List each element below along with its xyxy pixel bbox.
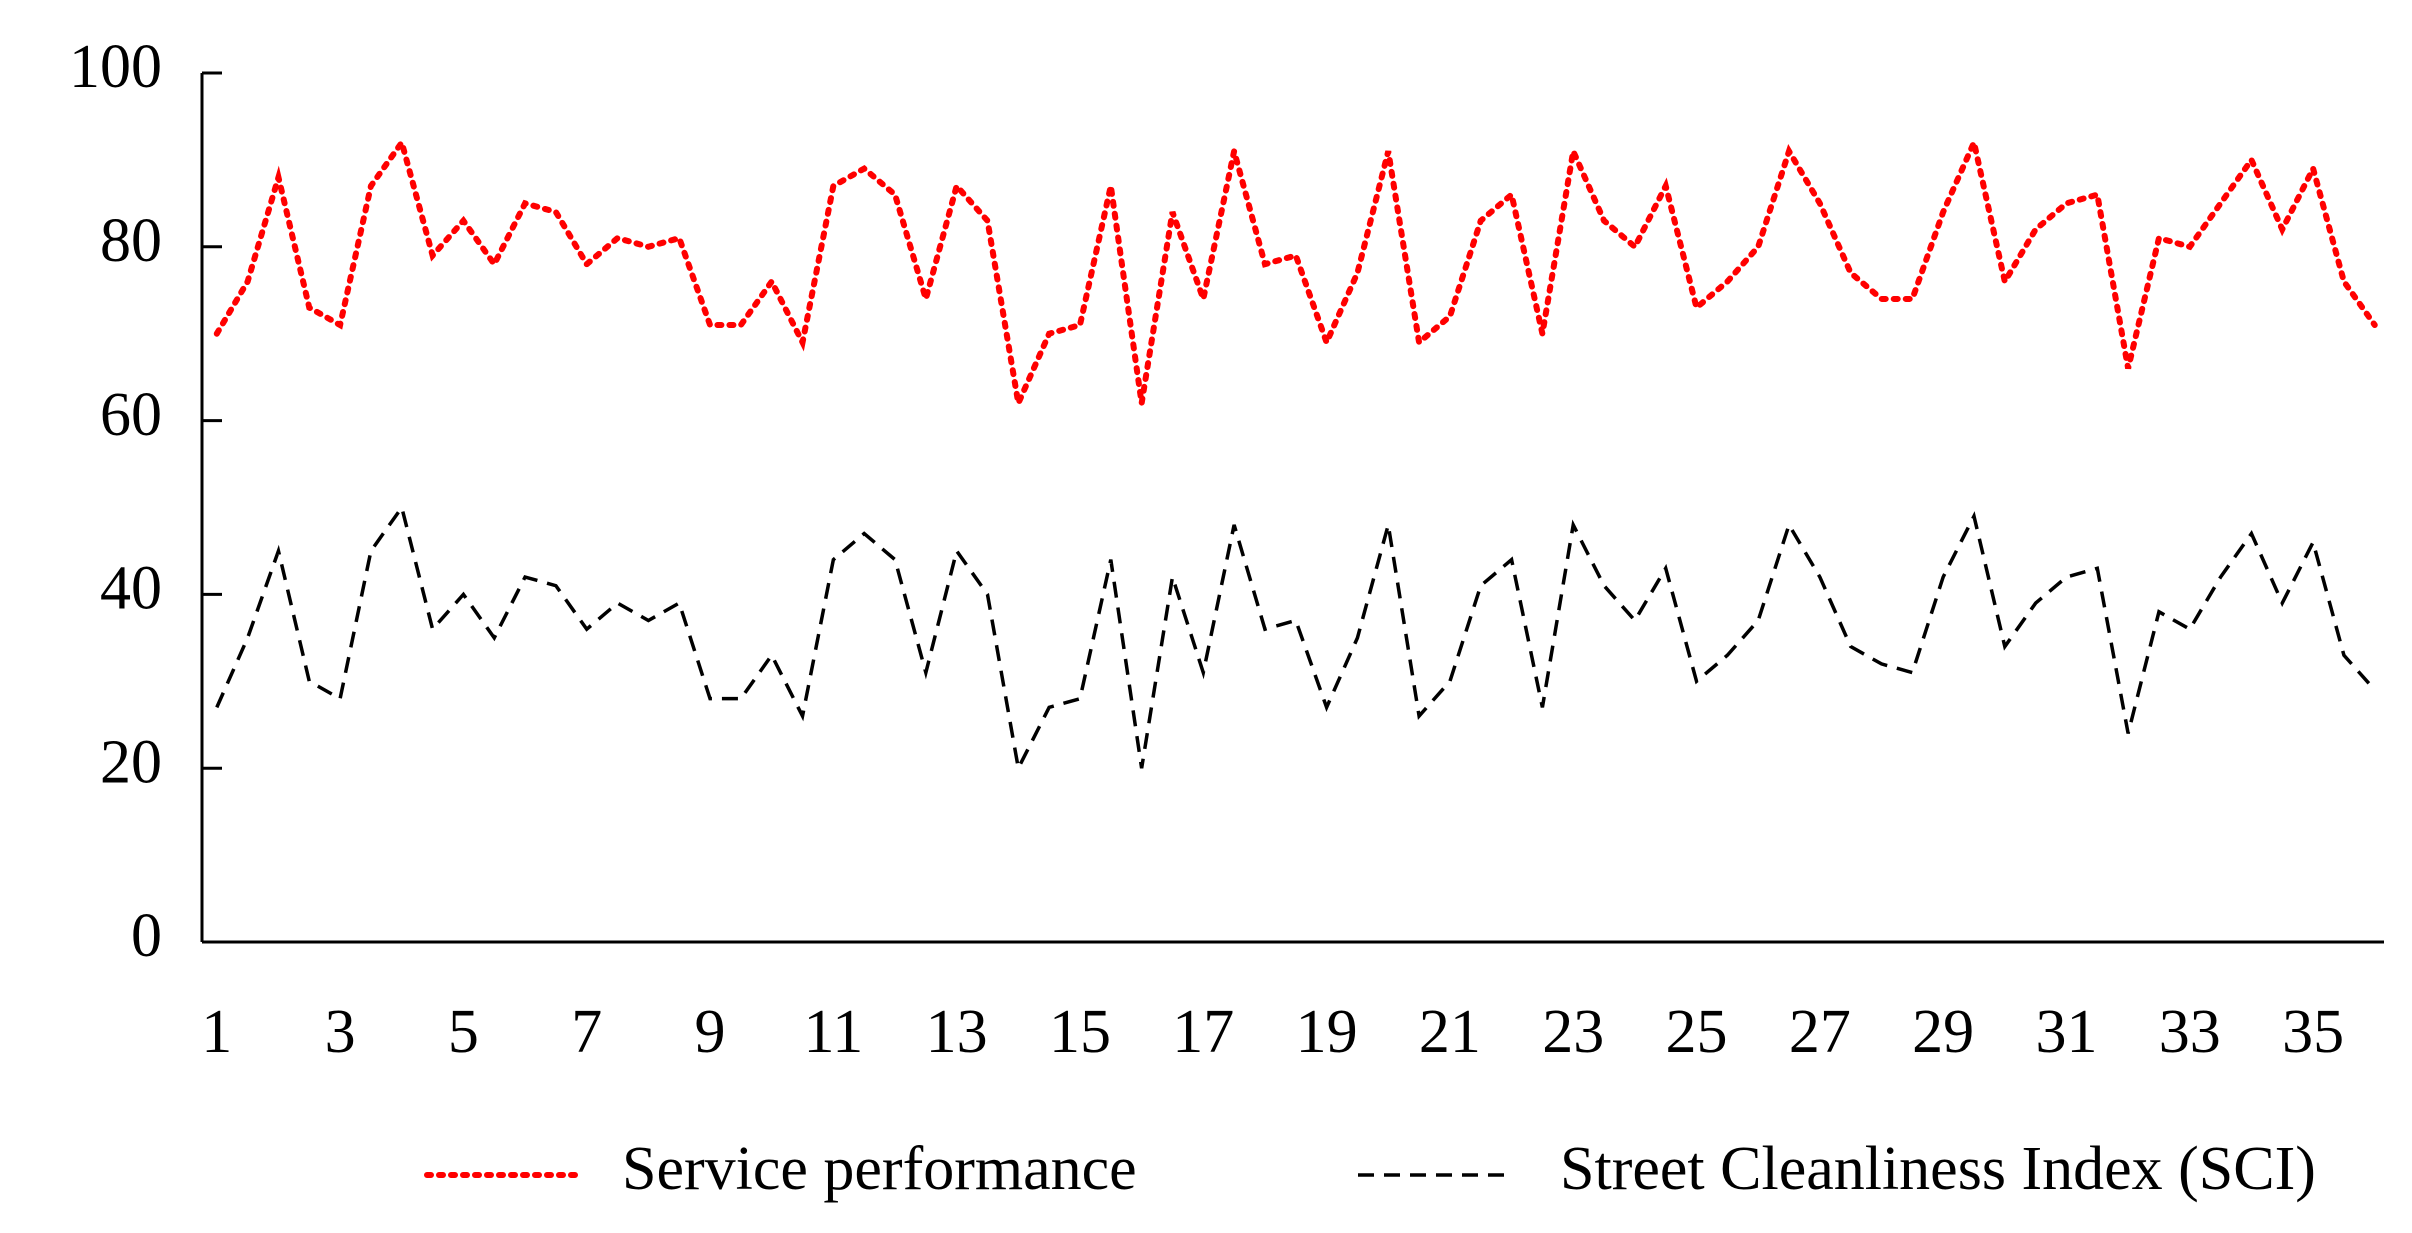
- x-tick-label: 35: [2282, 998, 2344, 1066]
- series-line: [215, 503, 2377, 774]
- x-tick-label: 15: [1049, 998, 1111, 1066]
- x-tick-label: 19: [1296, 998, 1358, 1066]
- x-tick-label: 5: [448, 998, 479, 1066]
- x-tick-label: 33: [2159, 998, 2221, 1066]
- x-tick-label: 11: [804, 998, 864, 1066]
- legend-label: Street Cleanliness Index (SCI): [1560, 1135, 2316, 1203]
- y-tick-label: 60: [100, 381, 162, 449]
- y-tick-label: 80: [100, 207, 162, 275]
- x-tick-label: 25: [1666, 998, 1728, 1066]
- x-tick-label: 29: [1912, 998, 1974, 1066]
- x-tick-label: 7: [571, 998, 602, 1066]
- x-tick-label: 13: [926, 998, 988, 1066]
- x-tick-label: 3: [325, 998, 356, 1066]
- y-tick-label: 40: [100, 555, 162, 623]
- x-tick-label: 1: [201, 998, 232, 1066]
- legend-label: Service performance: [622, 1135, 1137, 1203]
- x-tick-label: 17: [1172, 998, 1234, 1066]
- x-tick-label: 9: [695, 998, 726, 1066]
- x-tick-label: 23: [1542, 998, 1604, 1066]
- y-tick-label: 0: [131, 902, 162, 970]
- x-tick-label: 31: [2035, 998, 2097, 1066]
- y-tick-label: 100: [69, 33, 162, 101]
- series-line: [213, 132, 2378, 414]
- x-tick-label: 27: [1789, 998, 1851, 1066]
- x-tick-label: 21: [1419, 998, 1481, 1066]
- y-tick-label: 20: [100, 728, 162, 796]
